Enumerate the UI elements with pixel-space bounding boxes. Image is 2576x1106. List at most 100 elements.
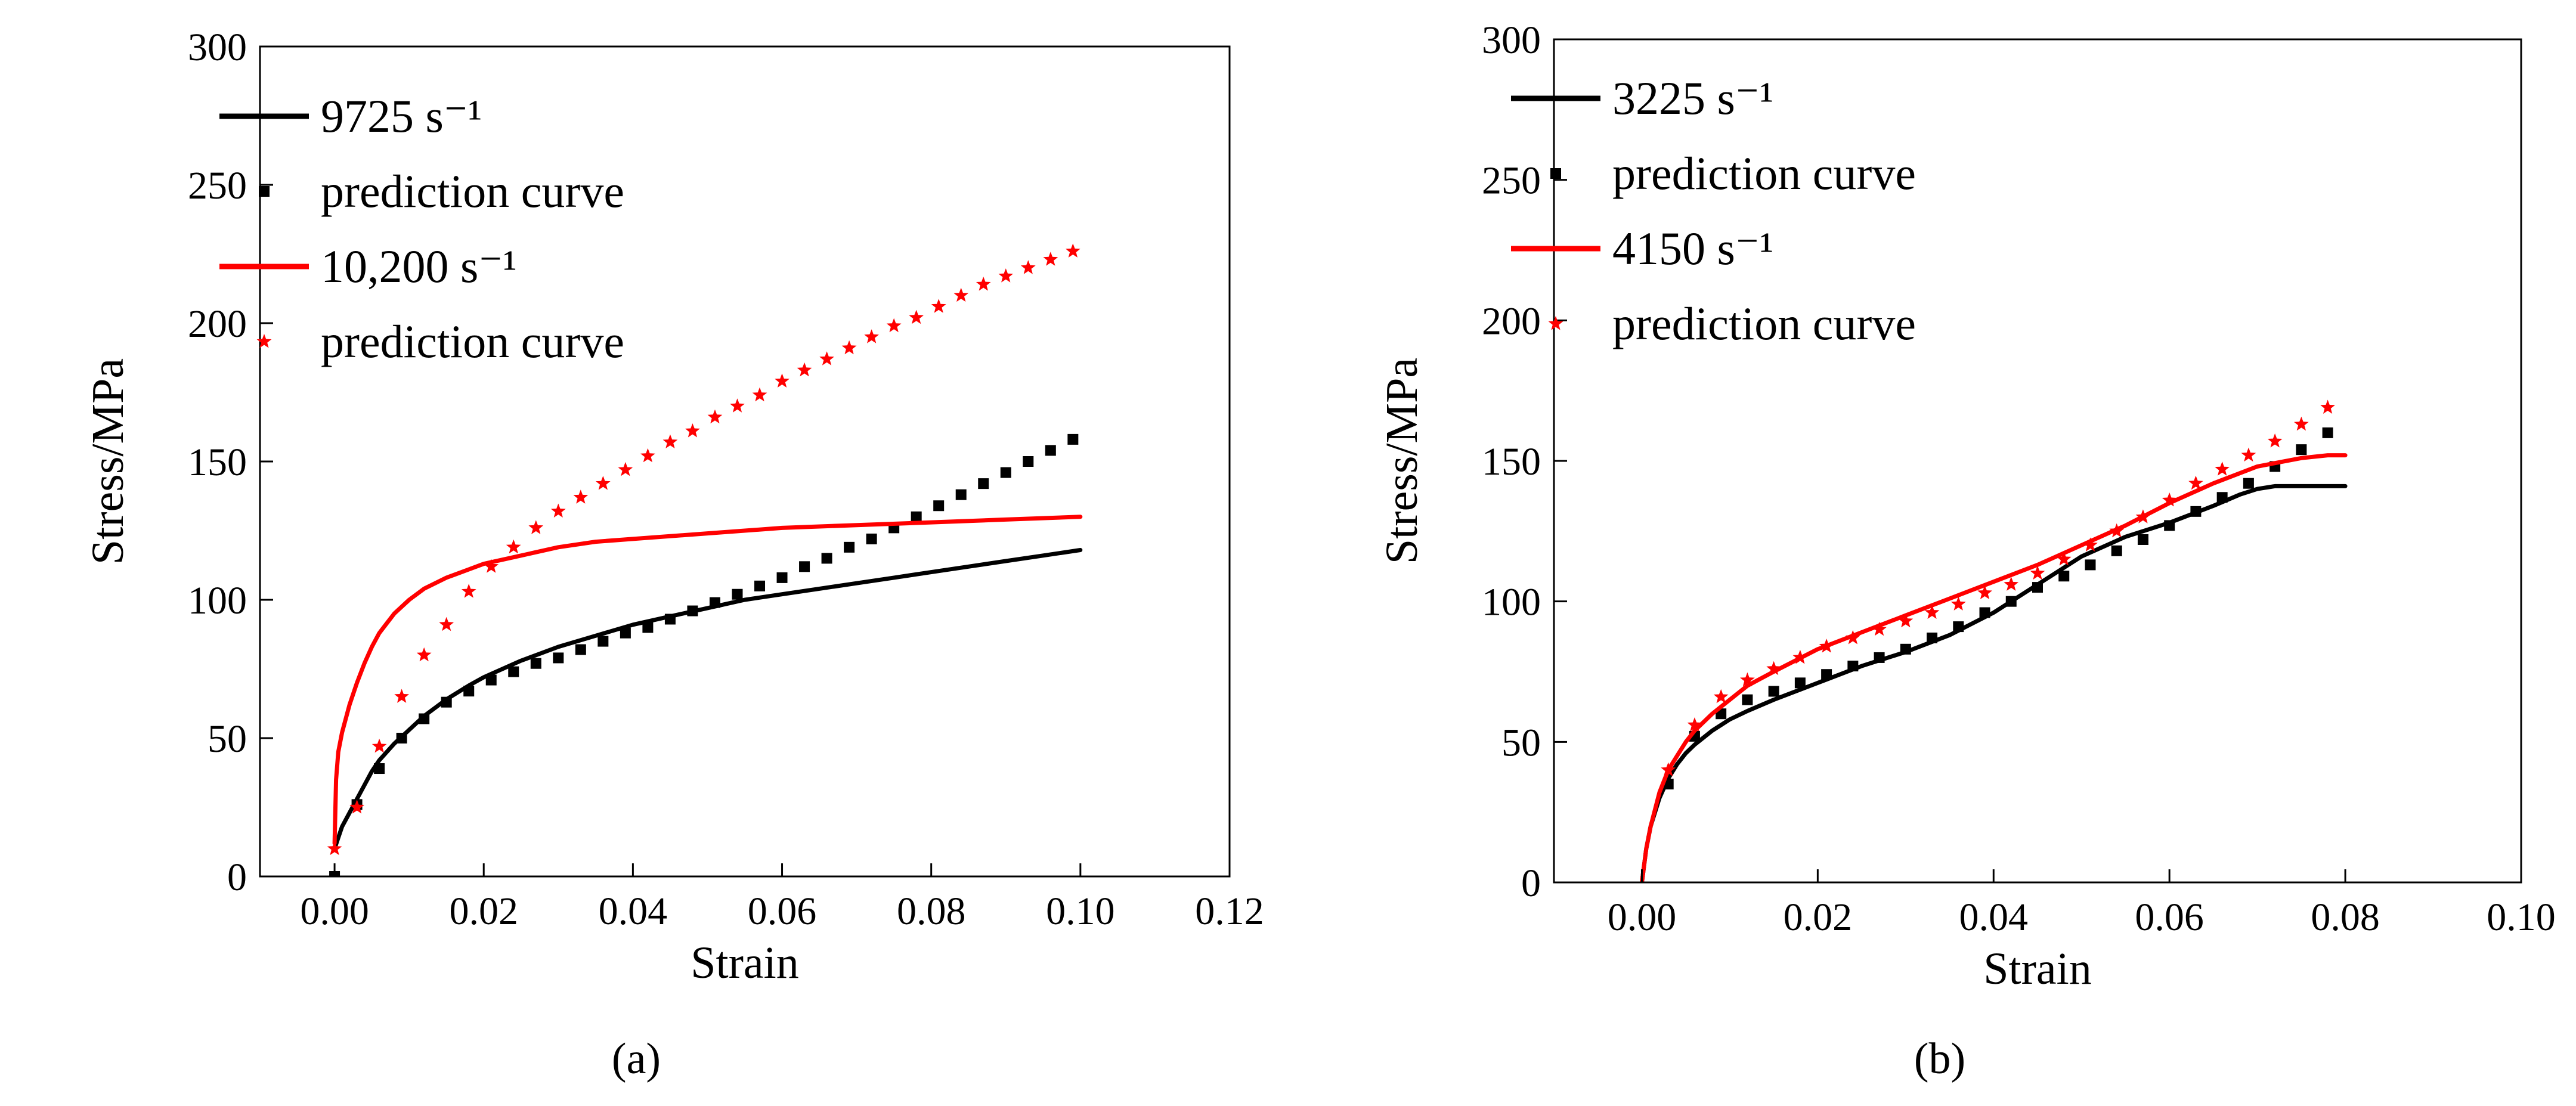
chart-a-marks	[327, 243, 1083, 876]
chart-a-series-3-prediction-curve-point	[618, 461, 633, 476]
chart-a-legend-1-label: prediction curve	[321, 165, 624, 217]
chart-b-series-1-prediction-curve-point	[1768, 686, 1779, 697]
chart-b-legend-1-label: prediction curve	[1612, 147, 1916, 199]
chart-b-series-3-prediction-curve-point	[2241, 447, 2256, 462]
chart-a-series-1-prediction-curve-point	[642, 622, 654, 633]
chart-b-series-3-prediction-curve-point	[2162, 492, 2177, 507]
chart-b-series-3-prediction-curve-point	[2188, 475, 2203, 490]
chart-b-series-3-prediction-curve-point	[1687, 717, 1702, 732]
chart-b-y-tick-label: 200	[1482, 299, 1541, 343]
chart-a-series-3-prediction-curve-point	[394, 689, 409, 703]
chart-b-x-tick-label: 0.02	[1784, 896, 1853, 939]
chart-a-series-1-prediction-curve-point	[933, 500, 945, 512]
chart-b-series-1-prediction-curve-point	[1979, 607, 1990, 618]
chart-a-series-1-prediction-curve-point	[463, 686, 475, 697]
chart-b-y-tick-label: 150	[1482, 440, 1541, 484]
chart-a-x-tick-label: 0.08	[897, 890, 966, 933]
chart-b-x-tick-label: 0.06	[2135, 896, 2204, 939]
chart-b-series-3-prediction-curve-point	[1846, 630, 1860, 645]
chart-a-series-1-prediction-curve-point	[687, 605, 698, 616]
chart-a-x-tick-label: 0.00	[300, 890, 369, 933]
chart-b-series-2-4150-s-line	[1640, 453, 2348, 882]
chart-b-y-tick-label: 100	[1482, 581, 1541, 624]
chart-a-series-1-prediction-curve-point	[776, 572, 788, 583]
chart-b-legend: 3225 s⁻¹ prediction curve 4150 s⁻¹ predicti…	[1511, 72, 1916, 349]
chart-a-series-1-prediction-curve-point	[396, 733, 407, 743]
chart-a-series-1-prediction-curve-point	[732, 588, 743, 600]
chart-a-series-1-prediction-curve-point	[620, 627, 631, 639]
chart-a-series-1-prediction-curve-point	[597, 636, 609, 647]
chart-a-series-3-prediction-curve-point	[864, 329, 879, 343]
chart-a-series-3-prediction-curve-point	[841, 340, 857, 355]
chart-b-series-3-prediction-curve-point	[2109, 523, 2125, 538]
chart-a-series-3-prediction-curve-point	[685, 423, 700, 438]
chart-b-ticks: 0.00 0.02 0.04 0.06 0.08 0.100501001502002503…	[1482, 18, 2556, 939]
chart-b-series-3-prediction-curve-point	[1766, 661, 1781, 676]
chart-a-series-3-prediction-curve-point	[886, 318, 902, 333]
chart-b-series-1-prediction-curve-point	[1742, 694, 1753, 705]
chart-a-series-1-prediction-curve-point	[911, 511, 922, 522]
chart-a-y-tick-label: 0	[227, 856, 247, 899]
chart-a-y-tick-label: 50	[208, 717, 247, 761]
chart-a-series-3-prediction-curve-point	[1043, 252, 1058, 266]
chart-a-y-tick-label: 250	[188, 164, 247, 207]
chart-b-series-3-prediction-curve-point	[1872, 621, 1887, 636]
chart-b-series-3-prediction-curve-point	[1819, 639, 1834, 653]
chart-b-series-1-prediction-curve-point	[2085, 559, 2096, 571]
chart-a-series-3-prediction-curve-point	[775, 373, 789, 388]
chart-a-series-0-9725-s-line	[332, 548, 1083, 851]
chart-b-y-tick-label: 50	[1501, 721, 1541, 764]
chart-b-marks	[1640, 399, 2348, 882]
chart-a-series-1-prediction-curve-point	[1023, 456, 1034, 467]
chart-b-legend-0-label: 3225 s⁻¹	[1612, 72, 1773, 124]
chart-a-series-3-prediction-curve-point	[1066, 243, 1080, 258]
chart-a-legend-1-square-symbol	[259, 186, 270, 197]
chart-b-series-3-prediction-curve-point	[2267, 433, 2283, 448]
chart-a-series-1-prediction-curve-point	[754, 580, 766, 591]
chart-a-legend: 9725 s⁻¹ prediction curve 10,200 s⁻¹ predic…	[219, 90, 624, 367]
chart-b: 0.00 0.02 0.04 0.06 0.08 0.100501001502002503…	[1377, 18, 2556, 1083]
chart-b-legend-2-label: 4150 s⁻¹	[1612, 222, 1773, 274]
chart-a-series-2-10-200-s-line	[332, 515, 1083, 845]
chart-a-series-3-prediction-curve-point	[752, 387, 767, 402]
chart-b-x-tick-label: 0.00	[1608, 896, 1677, 939]
chart-a-series-1-prediction-curve-point	[1067, 433, 1079, 445]
chart-b-x-tick-label: 0.10	[2487, 896, 2556, 939]
chart-b-series-1-prediction-curve-point	[2005, 596, 2017, 607]
chart-a-series-1-prediction-curve-point	[508, 666, 519, 677]
chart-a-series-1-prediction-curve-point	[844, 541, 855, 553]
chart-a-series-1-prediction-curve-point	[821, 553, 832, 564]
chart-a-x-axis-title: Strain	[691, 938, 799, 988]
chart-b-series-1-prediction-curve-point	[2032, 582, 2043, 593]
chart-b-series-3-prediction-curve-point	[2056, 552, 2072, 566]
chart-a-legend-2-label: 10,200 s⁻¹	[321, 240, 517, 292]
chart-b-series-3-prediction-curve-point	[1740, 672, 1755, 687]
chart-a-ticks: 0.00 0.02 0.04 0.06 0.08 0.10 0.12 0 50 100 150 200…	[188, 26, 1264, 933]
chart-a-y-axis-title: Stress/MPa	[83, 358, 133, 565]
chart-b-series-1-prediction-curve-point	[2296, 444, 2307, 456]
chart-b-series-3-prediction-curve-point	[1898, 613, 1914, 628]
chart-a-series-3-prediction-curve-point	[931, 299, 946, 313]
chart-b-legend-1-square-symbol	[1550, 168, 1561, 179]
chart-a-series-3-prediction-curve-point	[327, 841, 342, 856]
chart-a-series-3-prediction-curve-point	[640, 448, 655, 463]
chart-b-y-tick-label: 250	[1482, 159, 1541, 203]
chart-a-legend-0-label: 9725 s⁻¹	[321, 90, 482, 142]
chart-b-series-3-prediction-curve-point	[1924, 605, 1940, 619]
chart-a-series-3-prediction-curve-point	[550, 503, 566, 518]
chart-a-series-3-prediction-curve-point	[976, 277, 991, 291]
chart-b-legend-3-label: prediction curve	[1612, 298, 1916, 349]
chart-a: 0.00 0.02 0.04 0.06 0.08 0.10 0.12 0 50 100 150 200…	[83, 26, 1264, 1083]
chart-b-series-1-prediction-curve-point	[1847, 661, 1859, 672]
chart-a-series-3-prediction-curve-point	[349, 800, 364, 814]
chart-b-series-1-prediction-curve-point	[2058, 571, 2070, 582]
chart-a-y-tick-label: 300	[188, 26, 247, 69]
chart-a-series-3-prediction-curve-point	[662, 434, 678, 448]
chart-b-x-tick-label: 0.08	[2311, 896, 2380, 939]
chart-a-series-1-prediction-curve-point	[866, 533, 877, 544]
chart-b-series-3-prediction-curve-point	[1950, 596, 1966, 611]
chart-a-x-tick-label: 0.10	[1046, 890, 1115, 933]
chart-a-y-tick-label: 150	[188, 441, 247, 484]
chart-b-series-3-prediction-curve-point	[1977, 585, 1992, 599]
chart-a-series-3-prediction-curve-point	[484, 559, 499, 573]
